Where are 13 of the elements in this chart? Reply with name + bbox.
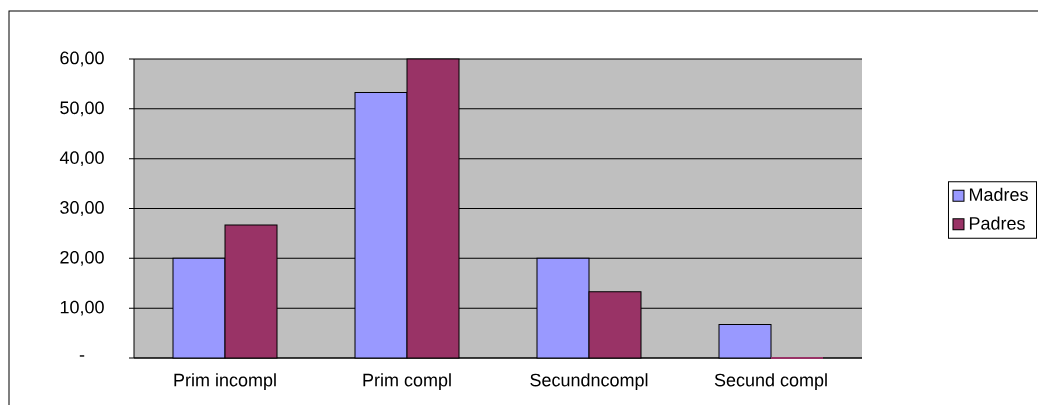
x-tick-label: Secundncompl [530, 373, 648, 390]
x-tick-label: Secund compl [714, 373, 827, 390]
legend-label: Madres [969, 187, 1028, 201]
y-tick-label: 20,00 [60, 250, 104, 266]
y-tick-label: - [79, 355, 85, 357]
y-tick-label: 60,00 [60, 51, 104, 67]
y-tick-label: 10,00 [60, 300, 104, 316]
y-tick-label: 30,00 [60, 201, 104, 216]
x-tick-label: Prim incompl [174, 373, 276, 390]
y-tick-label: 40,00 [59, 151, 104, 167]
y-tick-label: 50,00 [60, 101, 104, 117]
legend-label: Padres [969, 216, 1025, 230]
x-tick-label: Prim compl [363, 373, 451, 390]
